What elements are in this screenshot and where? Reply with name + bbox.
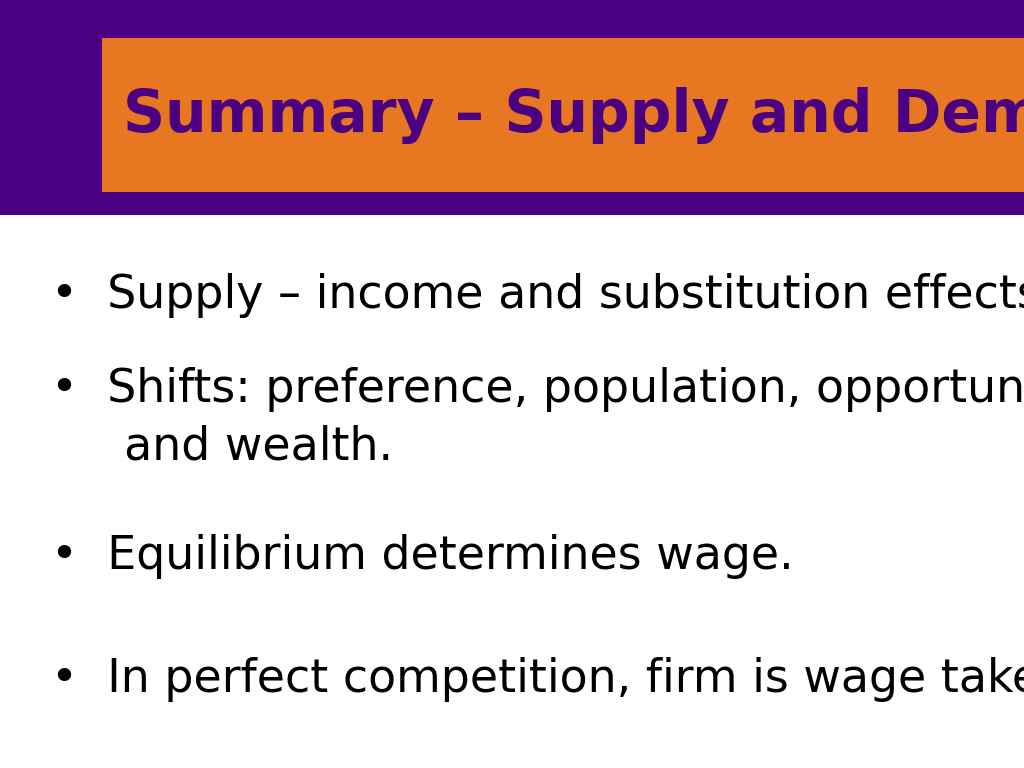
Text: •  Supply – income and substitution effects: • Supply – income and substitution effec… [51,273,1024,318]
Text: •  Equilibrium determines wage.: • Equilibrium determines wage. [51,535,794,579]
Bar [102,38,1024,192]
Text: •  In perfect competition, firm is wage taker.: • In perfect competition, firm is wage t… [51,657,1024,702]
Text: •  Shifts: preference, population, opportunities,
     and wealth.: • Shifts: preference, population, opport… [51,367,1024,470]
Text: Summary – Supply and Demand: Summary – Supply and Demand [123,87,1024,144]
Bar [0,0,1024,215]
